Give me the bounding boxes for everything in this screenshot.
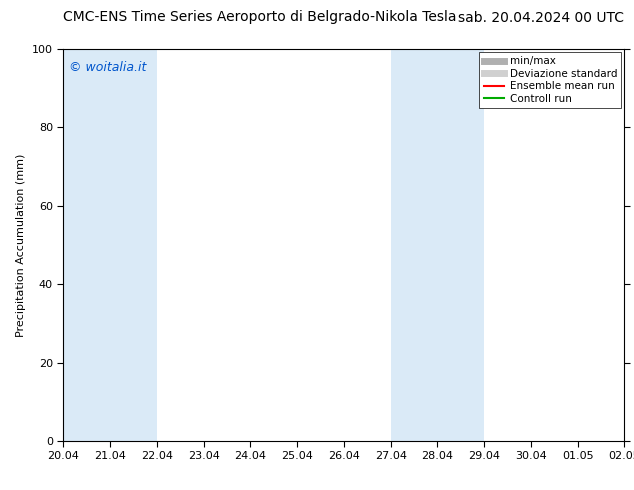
Text: CMC-ENS Time Series Aeroporto di Belgrado-Nikola Tesla: CMC-ENS Time Series Aeroporto di Belgrad…: [63, 10, 457, 24]
Bar: [63, 49, 157, 441]
Bar: [391, 49, 484, 441]
Legend: min/max, Deviazione standard, Ensemble mean run, Controll run: min/max, Deviazione standard, Ensemble m…: [479, 52, 621, 108]
Text: sab. 20.04.2024 00 UTC: sab. 20.04.2024 00 UTC: [458, 10, 624, 24]
Y-axis label: Precipitation Accumulation (mm): Precipitation Accumulation (mm): [16, 153, 27, 337]
Text: © woitalia.it: © woitalia.it: [69, 61, 146, 74]
